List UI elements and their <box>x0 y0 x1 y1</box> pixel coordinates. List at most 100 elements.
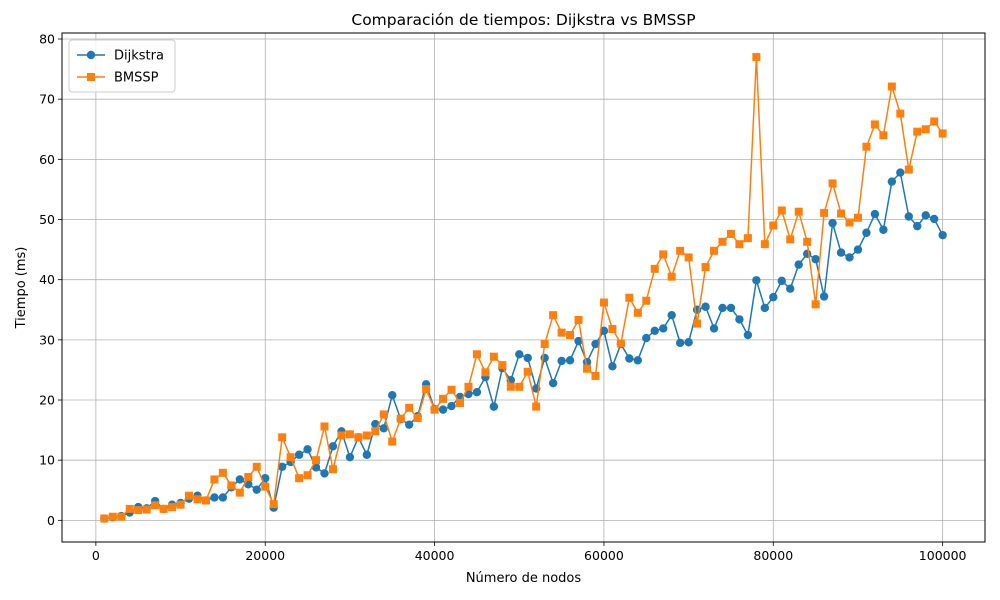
data-point <box>870 209 880 219</box>
data-point <box>328 465 337 474</box>
legend-label: Dijkstra <box>114 49 164 64</box>
data-point <box>125 504 134 513</box>
data-point <box>557 356 566 366</box>
data-point <box>743 234 752 243</box>
data-point <box>286 453 295 462</box>
data-point <box>193 495 202 504</box>
legend-label: BMSSP <box>114 71 159 86</box>
data-point <box>633 356 643 365</box>
data-point <box>625 293 634 302</box>
data-point <box>303 445 312 454</box>
data-point <box>345 452 355 462</box>
data-point <box>735 240 744 249</box>
data-point <box>811 300 820 309</box>
data-point <box>752 53 761 62</box>
y-tick-label: 20 <box>39 393 55 408</box>
data-point <box>828 179 837 188</box>
data-point <box>295 474 304 483</box>
data-point <box>616 339 625 348</box>
data-point <box>769 292 778 302</box>
data-point <box>675 338 685 348</box>
data-point <box>591 339 600 349</box>
legend-marker <box>86 50 96 60</box>
data-point <box>684 338 693 347</box>
y-tick-label: 40 <box>39 272 55 287</box>
data-point <box>693 319 702 328</box>
data-point <box>489 402 499 411</box>
data-point <box>388 390 397 400</box>
data-point <box>548 378 558 388</box>
data-point <box>642 333 651 343</box>
data-point <box>599 298 608 307</box>
x-axis-label: Número de nodos <box>466 571 582 586</box>
data-point <box>218 468 227 477</box>
series-line <box>104 171 944 520</box>
data-point <box>472 350 481 359</box>
data-point <box>887 82 896 91</box>
grid <box>62 33 985 542</box>
data-point <box>523 367 532 376</box>
data-point <box>413 414 422 423</box>
data-point <box>684 253 693 262</box>
y-tick-label: 80 <box>39 32 55 47</box>
data-point <box>913 221 922 231</box>
data-point <box>608 362 617 371</box>
data-point <box>498 361 507 370</box>
data-point <box>337 431 346 440</box>
data-point <box>710 246 719 255</box>
data-point <box>862 142 871 151</box>
data-point <box>185 491 194 500</box>
data-point <box>726 303 736 313</box>
data-point <box>447 385 456 394</box>
data-point <box>583 364 592 373</box>
data-point <box>345 430 354 439</box>
data-point <box>777 276 786 286</box>
data-point <box>159 504 168 513</box>
data-point <box>515 382 524 391</box>
data-point <box>278 433 287 442</box>
data-point <box>667 310 676 320</box>
data-point <box>574 336 583 346</box>
data-point <box>938 230 947 240</box>
data-point <box>142 505 151 514</box>
data-point <box>760 240 769 249</box>
data-point <box>201 496 210 505</box>
data-point <box>269 500 278 509</box>
data-point <box>726 229 735 238</box>
data-point <box>252 485 261 494</box>
data-point <box>396 414 405 423</box>
data-point <box>659 250 668 259</box>
data-point <box>227 481 236 490</box>
y-axis-label: Tiempo (ms) <box>14 247 29 330</box>
y-tick-label: 0 <box>47 513 55 528</box>
data-point <box>659 324 668 333</box>
data-point <box>328 442 338 451</box>
data-point <box>828 218 837 228</box>
data-point <box>853 245 863 254</box>
data-point <box>845 218 854 227</box>
data-point <box>743 330 753 340</box>
data-point <box>532 402 541 411</box>
series-layer <box>100 53 947 523</box>
data-point <box>244 473 253 482</box>
data-point <box>862 228 871 237</box>
data-point <box>718 303 727 313</box>
data-point <box>811 255 820 264</box>
data-point <box>929 214 939 224</box>
y-tick-label: 30 <box>39 332 55 347</box>
data-point <box>676 246 685 255</box>
y-tick-label: 50 <box>39 212 55 227</box>
data-point <box>151 501 160 510</box>
data-point <box>312 456 321 465</box>
data-point <box>820 208 829 217</box>
data-point <box>642 296 651 305</box>
data-point <box>464 382 473 391</box>
data-point <box>210 475 219 484</box>
data-point <box>439 394 448 403</box>
data-point <box>608 325 617 334</box>
data-point <box>176 500 185 509</box>
legend: Dijkstra BMSSP <box>68 39 176 93</box>
y-tick-label: 70 <box>39 92 55 107</box>
data-point <box>566 331 575 340</box>
